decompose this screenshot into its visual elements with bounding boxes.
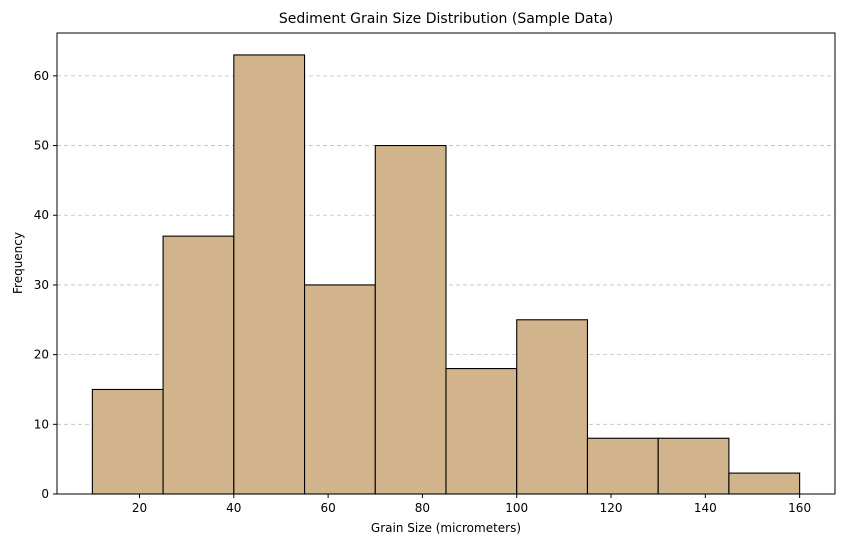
histogram-bar <box>162 235 235 495</box>
histogram-bar <box>657 437 730 495</box>
y-tick-label: 40 <box>34 208 49 222</box>
y-tick-label: 60 <box>34 69 49 83</box>
histogram-bar <box>445 368 518 495</box>
x-tick-label: 140 <box>694 501 717 515</box>
histogram-bar <box>516 319 589 495</box>
x-tick-label: 100 <box>505 501 528 515</box>
y-tick-label: 30 <box>34 278 49 292</box>
x-tick-label: 120 <box>600 501 623 515</box>
x-tick-label: 20 <box>132 501 147 515</box>
x-tick-label: 40 <box>226 501 241 515</box>
x-tick-label: 160 <box>788 501 811 515</box>
histogram-bar <box>586 437 659 495</box>
x-tick-label: 80 <box>415 501 430 515</box>
y-tick-label: 10 <box>34 417 49 431</box>
histogram-bar <box>91 388 164 495</box>
chart-title: Sediment Grain Size Distribution (Sample… <box>279 11 613 27</box>
x-tick-label: 60 <box>320 501 335 515</box>
histogram-bar <box>233 54 306 495</box>
histogram-bar <box>728 472 801 495</box>
y-axis-label: Frequency <box>11 232 25 294</box>
y-tick-label: 0 <box>41 487 49 501</box>
bars <box>91 54 801 495</box>
x-axis-ticks: 20 40 60 80 100 120 140 160 <box>132 494 811 515</box>
plot-frame <box>56 32 836 495</box>
histogram-bar <box>303 284 376 495</box>
histogram-bar <box>374 144 447 495</box>
x-axis-label: Grain Size (micrometers) <box>371 521 521 535</box>
y-tick-label: 50 <box>34 139 49 153</box>
y-axis-ticks: 0 10 20 30 40 50 60 <box>34 69 57 501</box>
y-tick-label: 20 <box>34 348 49 362</box>
